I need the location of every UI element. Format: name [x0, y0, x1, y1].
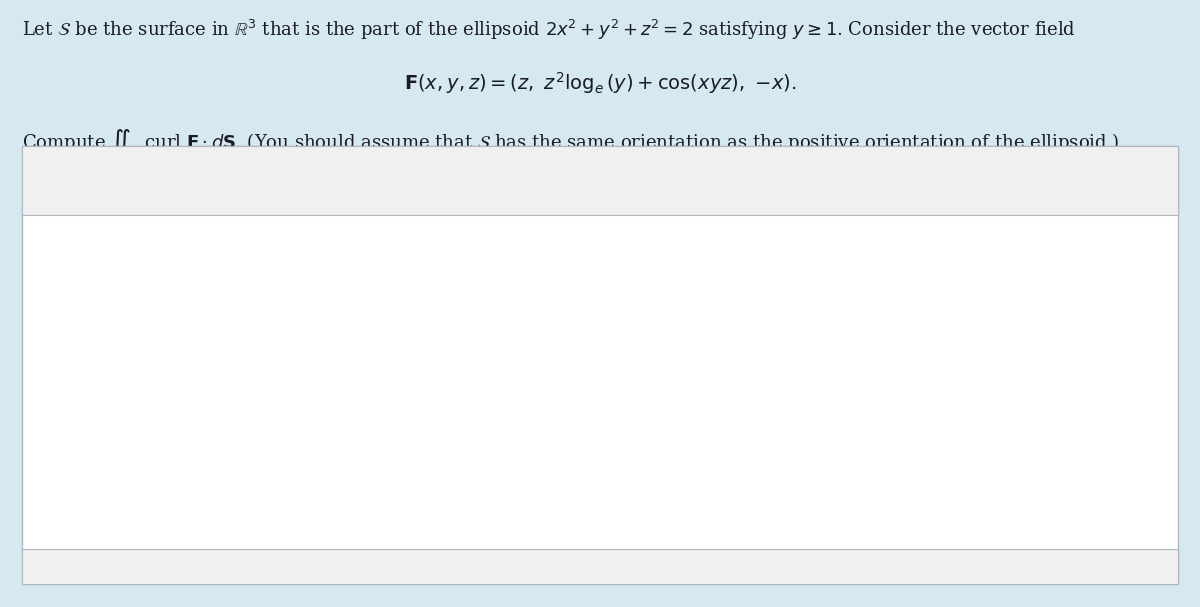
- Text: ⬤: ⬤: [408, 171, 430, 190]
- Text: ⬤: ⬤: [408, 171, 430, 190]
- FancyBboxPatch shape: [199, 158, 278, 203]
- Bar: [35, 186, 41, 198]
- FancyBboxPatch shape: [307, 158, 386, 203]
- Bar: [41, 163, 47, 175]
- Text: ✂: ✂: [341, 174, 353, 188]
- FancyBboxPatch shape: [134, 158, 214, 203]
- FancyBboxPatch shape: [271, 158, 350, 203]
- Text: I: I: [204, 172, 209, 189]
- Text: ▼: ▼: [140, 176, 148, 185]
- Text: ≡: ≡: [269, 173, 281, 188]
- FancyBboxPatch shape: [379, 158, 457, 203]
- Bar: [29, 175, 35, 186]
- Bar: [41, 175, 47, 186]
- Text: B: B: [168, 172, 181, 189]
- FancyBboxPatch shape: [415, 158, 493, 203]
- FancyBboxPatch shape: [451, 158, 529, 203]
- FancyBboxPatch shape: [343, 158, 422, 203]
- Text: Paragraph: Paragraph: [94, 174, 154, 187]
- Text: ⊞: ⊞: [485, 174, 496, 188]
- Text: □: □: [376, 174, 389, 188]
- Text: $\mathbf{F}(x, y, z) = (z,\ z^2 \log_e(y) + \cos(xyz),\ {-x}).$: $\mathbf{F}(x, y, z) = (z,\ z^2 \log_e(y…: [404, 70, 796, 96]
- Text: ⋱: ⋱: [1163, 562, 1175, 575]
- Text: ▣: ▣: [448, 174, 461, 188]
- Text: Compute $\iint_S$ curl $\mathbf{F} \cdot d\mathbf{S}$. (You should assume that $: Compute $\iint_S$ curl $\mathbf{F} \cdot…: [22, 127, 1120, 159]
- FancyBboxPatch shape: [170, 158, 242, 203]
- Bar: [29, 186, 35, 198]
- FancyBboxPatch shape: [235, 158, 314, 203]
- Text: Let $\mathcal{S}$ be the surface in $\mathbb{R}^3$ that is the part of the ellip: Let $\mathcal{S}$ be the surface in $\ma…: [22, 18, 1075, 42]
- Bar: [35, 163, 41, 175]
- Bar: [41, 186, 47, 198]
- Bar: [29, 163, 35, 175]
- Text: Path: p: Path: p: [31, 560, 74, 573]
- FancyBboxPatch shape: [31, 158, 175, 203]
- FancyBboxPatch shape: [2, 158, 73, 203]
- Text: ∞: ∞: [305, 174, 317, 188]
- Bar: [35, 175, 41, 186]
- Text: ≔: ≔: [232, 173, 247, 188]
